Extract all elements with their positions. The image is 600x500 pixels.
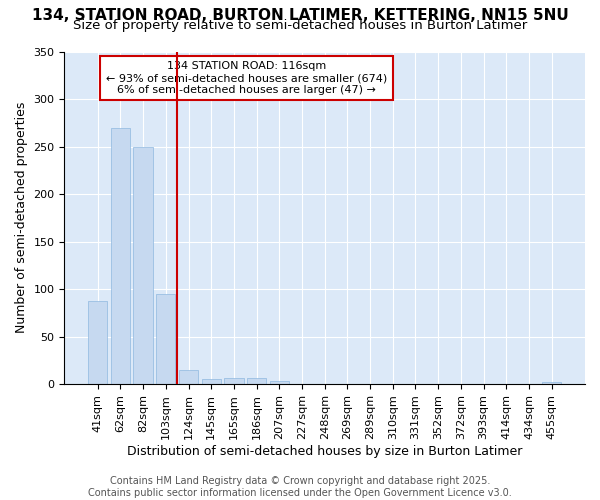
Bar — [269, 381, 289, 384]
Bar — [156, 294, 175, 384]
Bar — [247, 378, 266, 384]
Bar — [224, 378, 244, 384]
Bar — [202, 380, 221, 384]
Text: Contains HM Land Registry data © Crown copyright and database right 2025.
Contai: Contains HM Land Registry data © Crown c… — [88, 476, 512, 498]
Bar — [88, 302, 107, 384]
Bar — [179, 370, 198, 384]
Text: Size of property relative to semi-detached houses in Burton Latimer: Size of property relative to semi-detach… — [73, 19, 527, 32]
Bar — [111, 128, 130, 384]
Bar — [133, 146, 153, 384]
Y-axis label: Number of semi-detached properties: Number of semi-detached properties — [15, 102, 28, 334]
Text: 134 STATION ROAD: 116sqm
← 93% of semi-detached houses are smaller (674)
6% of s: 134 STATION ROAD: 116sqm ← 93% of semi-d… — [106, 62, 387, 94]
Text: 134, STATION ROAD, BURTON LATIMER, KETTERING, NN15 5NU: 134, STATION ROAD, BURTON LATIMER, KETTE… — [32, 8, 568, 23]
X-axis label: Distribution of semi-detached houses by size in Burton Latimer: Distribution of semi-detached houses by … — [127, 444, 523, 458]
Bar — [542, 382, 562, 384]
